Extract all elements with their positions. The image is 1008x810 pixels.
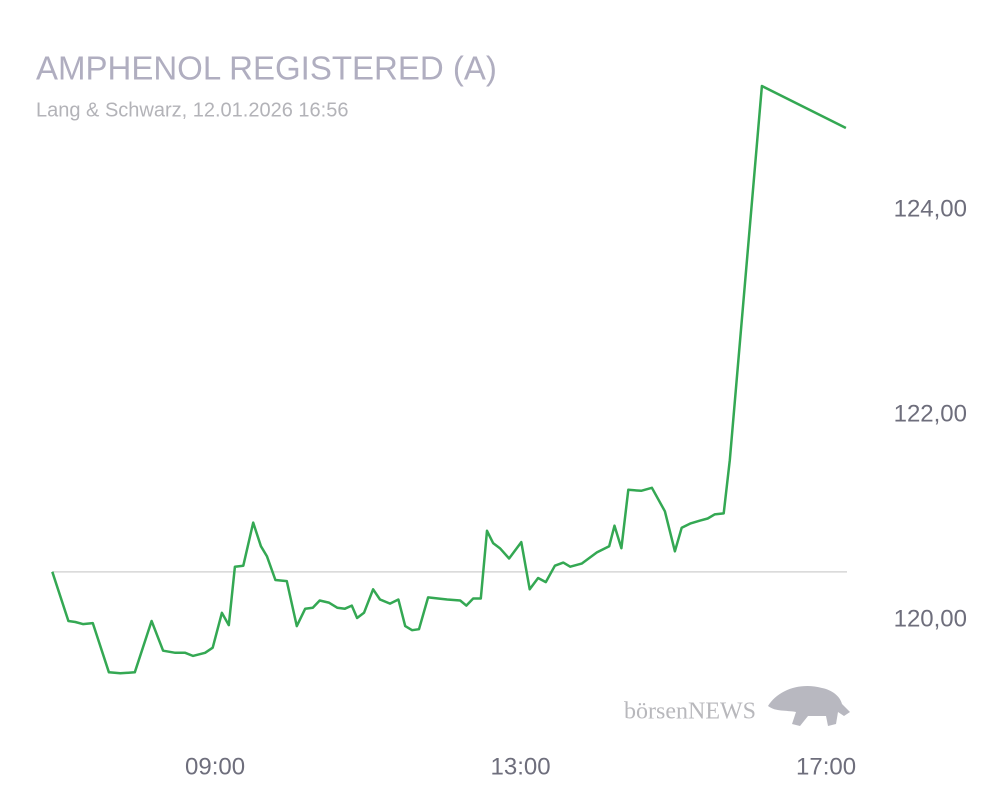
y-tick-label: 120,00 (894, 605, 967, 632)
chart-subtitle: Lang & Schwarz, 12.01.2026 16:56 (36, 99, 348, 121)
x-tick-label: 17:00 (796, 753, 856, 780)
y-tick-label: 122,00 (894, 400, 967, 427)
x-tick-label: 13:00 (491, 753, 551, 780)
y-tick-label: 124,00 (894, 195, 967, 222)
watermark-logo: börsenNEWS (624, 686, 850, 726)
chart-title: AMPHENOL REGISTERED (A) (36, 50, 497, 87)
x-tick-label: 09:00 (185, 753, 245, 780)
price-line (51, 84, 847, 675)
bull-icon (768, 686, 850, 726)
watermark: börsenNEWS (624, 699, 756, 725)
